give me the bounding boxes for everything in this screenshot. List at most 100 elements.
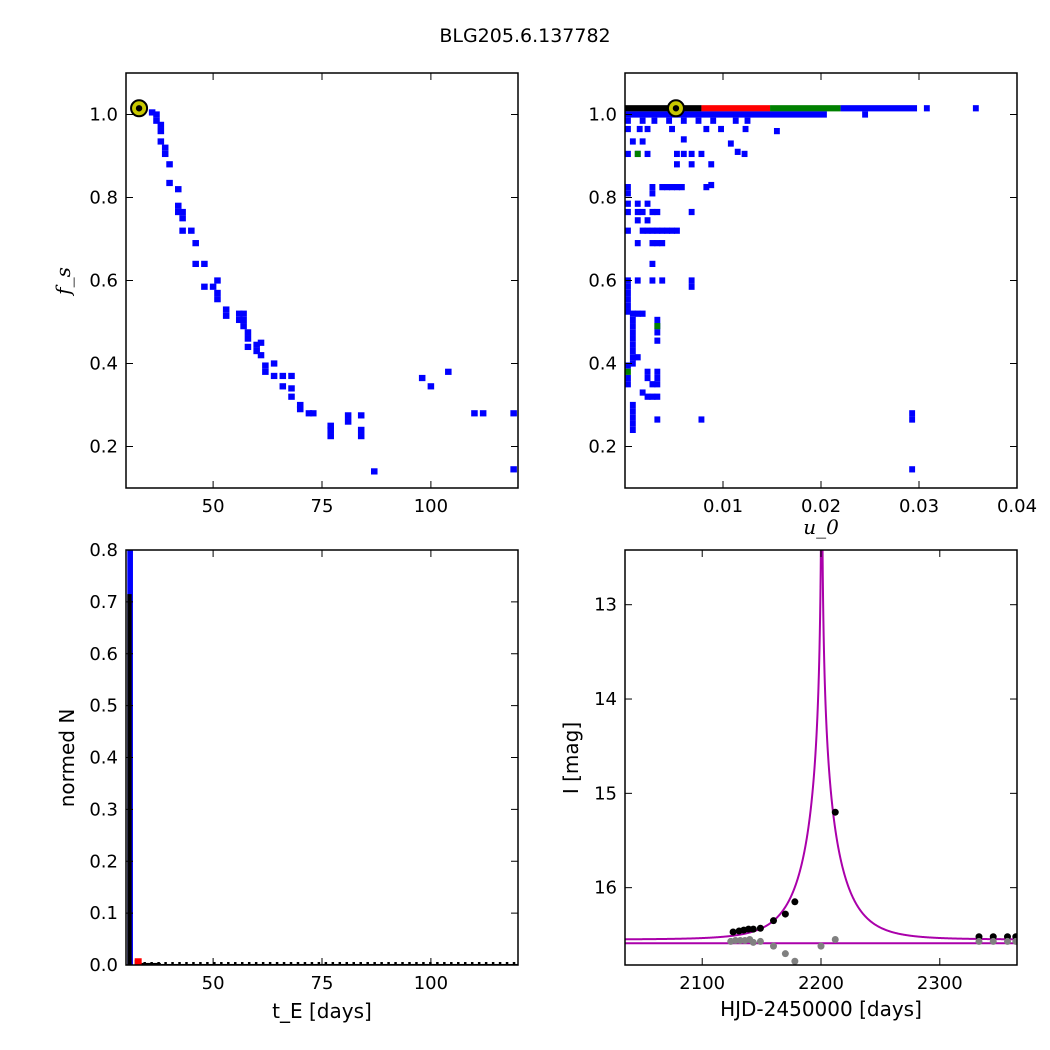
- heatmap-cell: [625, 283, 631, 290]
- heatmap-cell: [629, 354, 636, 361]
- histogram-tail-bin: [436, 962, 439, 964]
- heatmap-cell: [634, 200, 641, 207]
- heatmap-cell: [214, 277, 221, 284]
- heatmap-cell: [649, 240, 656, 247]
- heatmap-cell: [629, 316, 636, 324]
- data-point: [1003, 937, 1011, 945]
- histogram-tail-bin: [387, 962, 390, 964]
- heatmap-cell: [639, 310, 646, 317]
- x-tick-label: 0.03: [899, 496, 939, 517]
- histogram-tail-bin: [227, 962, 230, 964]
- histogram-tail-bin: [178, 962, 181, 964]
- heatmap-cell: [703, 125, 710, 133]
- heatmap-cell: [262, 362, 269, 369]
- heatmap-cell: [644, 150, 651, 158]
- data-point: [989, 937, 997, 945]
- heatmap-cell: [201, 283, 208, 290]
- y-tick-label: 0.2: [89, 437, 118, 458]
- histogram-tail-bin: [213, 962, 216, 964]
- heatmap-cell: [644, 368, 651, 375]
- histogram-tail-bin: [422, 962, 425, 964]
- heatmap-cell-green: [634, 150, 641, 158]
- histogram-tail-bin: [443, 962, 446, 964]
- heatmap-cell: [253, 347, 260, 355]
- plot-area: [625, 550, 1017, 965]
- x-tick-label: 0.02: [801, 496, 841, 517]
- heatmap-cell: [510, 466, 517, 473]
- histogram-tail-bin: [199, 962, 202, 964]
- heatmap-cell: [625, 227, 631, 234]
- heatmap-cell: [659, 240, 666, 247]
- heatmap-cell: [625, 308, 631, 315]
- heatmap-cell: [654, 374, 661, 382]
- y-tick-label: 0.1: [89, 903, 118, 924]
- histogram-tail-bin: [450, 962, 453, 964]
- heatmap-cell: [695, 117, 702, 124]
- heatmap-cell: [688, 208, 695, 216]
- histogram-tail-bin: [254, 962, 258, 964]
- ylabel-fs: f_s: [51, 267, 75, 297]
- heatmap-cell: [634, 277, 641, 284]
- heatmap-cell: [644, 374, 651, 382]
- heatmap-cell: [909, 410, 916, 417]
- histogram-bar: [134, 958, 142, 965]
- heatmap-band: [840, 105, 918, 112]
- histogram-tail-bin: [143, 962, 146, 964]
- heatmap-cell: [344, 412, 352, 419]
- histogram-tail-bin: [380, 962, 383, 964]
- heatmap-cell: [718, 125, 724, 133]
- heatmap-cell: [188, 227, 195, 234]
- x-tick-label: 0.04: [997, 496, 1037, 517]
- panel-light-curve: HJD-2450000 [days] I [mag] 2100 2200 2300 1…: [559, 549, 1018, 1021]
- heatmap-cell: [649, 393, 656, 400]
- heatmap-cell: [288, 393, 295, 400]
- histogram-tail-bin: [310, 962, 314, 964]
- heatmap-cell: [357, 433, 365, 440]
- heatmap-cell: [240, 323, 247, 330]
- heatmap-cell: [153, 117, 160, 124]
- x-tick-label: 50: [202, 973, 225, 994]
- heatmap-cell: [161, 144, 169, 151]
- histogram-tail-bin: [275, 962, 279, 964]
- heatmap-cell: [371, 468, 378, 475]
- y-tick-label: 0.6: [89, 271, 118, 292]
- ylabel-I-mag: I [mag]: [559, 722, 583, 794]
- heatmap-cell: [625, 289, 631, 297]
- heatmap-cell: [669, 125, 675, 133]
- heatmap-cell: [651, 117, 658, 124]
- heatmap-band: [625, 111, 827, 118]
- histogram-tail-bin: [373, 962, 376, 964]
- heatmap-cell: [288, 385, 295, 392]
- y-tick-label: 0.8: [588, 188, 617, 209]
- heatmap-cell: [654, 208, 661, 216]
- best-fit-dot: [135, 105, 143, 112]
- heatmap-cell: [688, 150, 695, 158]
- x-tick-label: 2200: [798, 973, 844, 994]
- heatmap-cell: [678, 184, 685, 191]
- heatmap-cell: [634, 217, 641, 224]
- heatmap-cell: [222, 312, 230, 319]
- axes-frame: [624, 549, 1018, 966]
- heatmap-cell: [727, 140, 734, 147]
- histogram-tail-bin: [247, 962, 251, 964]
- heatmap-cell: [479, 410, 487, 417]
- model-light-curve: [625, 550, 1017, 941]
- y-tick-label: 0.3: [89, 799, 118, 820]
- heatmap-band: [701, 105, 771, 112]
- y-tick-label: 0.2: [588, 437, 617, 458]
- data-point: [975, 937, 983, 945]
- heatmap-cell: [634, 354, 641, 361]
- histogram-tail-bin: [331, 962, 335, 964]
- heatmap-band: [625, 105, 702, 112]
- data-point: [791, 898, 799, 906]
- heatmap-cell: [654, 416, 661, 423]
- heatmap-cell: [659, 277, 666, 284]
- heatmap-cell: [629, 310, 636, 317]
- heatmap-cell: [253, 341, 260, 348]
- heatmap-cell: [175, 186, 182, 193]
- heatmap-cell: [862, 111, 869, 118]
- heatmap-cell: [732, 117, 739, 124]
- y-tick-label: 13: [594, 595, 617, 616]
- heatmap-cell: [649, 277, 656, 284]
- data-point: [1012, 937, 1017, 945]
